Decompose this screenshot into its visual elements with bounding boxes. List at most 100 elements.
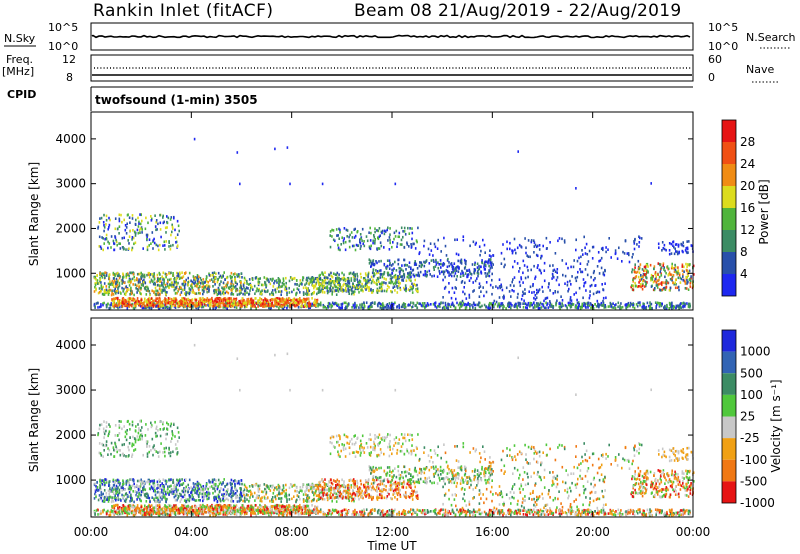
echo-cell — [578, 256, 580, 260]
echo-cell — [328, 282, 330, 286]
echo-cell — [352, 304, 355, 307]
echo-cell — [489, 283, 492, 287]
echo-cell — [292, 298, 295, 301]
echo-cell — [577, 306, 579, 309]
echo-cell — [301, 301, 303, 305]
echo-cell — [332, 272, 335, 275]
echo-cell — [476, 303, 479, 307]
echo-cell — [317, 304, 319, 308]
echo-cell — [129, 229, 131, 233]
echo-cell — [670, 266, 673, 270]
echo-cell — [158, 284, 160, 287]
echo-cell — [483, 294, 485, 298]
echo-cell — [158, 287, 161, 291]
echo-cell — [399, 288, 402, 292]
echo-cell — [680, 242, 682, 246]
echo-cell — [125, 248, 127, 251]
echo-cell — [250, 286, 252, 290]
echo-cell — [213, 271, 216, 274]
echo-cell — [349, 271, 352, 275]
echo-cell — [238, 273, 240, 276]
echo-cell — [149, 273, 151, 276]
echo-cell — [637, 275, 640, 279]
echo-cell — [671, 304, 673, 307]
echo-cell — [574, 512, 577, 516]
echo-cell — [590, 275, 592, 279]
echo-cell — [358, 291, 360, 294]
echo-cell — [341, 277, 343, 280]
echo-cell — [647, 265, 649, 268]
echo-cell — [139, 304, 142, 308]
echo-cell — [582, 296, 584, 300]
echo-cell — [281, 298, 284, 301]
echo-cell — [354, 305, 357, 309]
echo-cell — [491, 272, 493, 276]
echo-cell — [169, 513, 172, 517]
echo-cell — [661, 302, 663, 305]
echo-cell — [360, 306, 362, 309]
echo-cell — [114, 297, 117, 300]
echo-cell — [349, 233, 351, 237]
echo-cell — [238, 299, 240, 303]
echo-cell — [440, 508, 442, 511]
echo-cell — [196, 302, 198, 305]
echo-cell — [329, 286, 331, 290]
echo-cell — [207, 280, 209, 284]
echo-cell — [545, 296, 547, 300]
echo-cell — [588, 249, 591, 253]
echo-cell — [542, 244, 544, 248]
echo-cell — [141, 513, 144, 517]
echo-cell — [545, 306, 547, 310]
echo-cell — [587, 301, 590, 305]
echo-cell — [639, 284, 641, 288]
echo-cell — [657, 273, 659, 276]
echo-cell — [150, 242, 152, 245]
echo-cell — [144, 286, 146, 290]
echo-cell — [121, 278, 123, 282]
echo-cell — [671, 265, 673, 268]
echo-cell — [682, 305, 684, 308]
echo-cell — [297, 301, 299, 304]
echo-cell — [343, 277, 346, 281]
echo-cell — [463, 286, 465, 289]
echo-cell — [136, 272, 139, 276]
echo-cell — [666, 305, 668, 309]
echo-cell — [113, 279, 116, 283]
echo-cell — [134, 283, 137, 286]
echo-cell — [362, 242, 364, 246]
echo-cell — [139, 302, 142, 306]
echo-cell — [189, 300, 191, 304]
echo-cell — [457, 510, 460, 514]
echo-cell — [112, 292, 115, 296]
echo-cell — [128, 247, 130, 250]
echo-cell — [525, 246, 527, 250]
echo-cell — [304, 300, 307, 304]
echo-cell — [170, 244, 172, 248]
echo-cell — [264, 301, 266, 305]
echo-cell — [248, 293, 250, 296]
echo-cell — [591, 245, 594, 249]
echo-cell — [217, 290, 220, 293]
echo-cell — [646, 508, 649, 512]
echo-cell — [302, 305, 304, 308]
echo-cell — [597, 251, 600, 254]
echo-cell — [121, 220, 123, 224]
echo-cell — [363, 277, 366, 280]
echo-cell — [523, 302, 526, 305]
echo-cell — [115, 240, 118, 244]
echo-cell — [184, 280, 186, 284]
echo-cell — [177, 300, 180, 304]
echo-cell — [443, 270, 446, 274]
echo-cell — [187, 281, 189, 284]
echo-cell — [419, 302, 421, 305]
echo-cell — [100, 284, 103, 287]
echo-cell — [376, 248, 379, 251]
echo-cell — [670, 252, 673, 255]
echo-cell — [282, 277, 285, 280]
echo-cell — [500, 511, 502, 515]
echo-cell — [600, 301, 603, 305]
echo-cell — [650, 277, 652, 280]
echo-cell — [308, 302, 311, 305]
echo-cell — [402, 230, 404, 233]
echo-cell — [352, 275, 355, 278]
